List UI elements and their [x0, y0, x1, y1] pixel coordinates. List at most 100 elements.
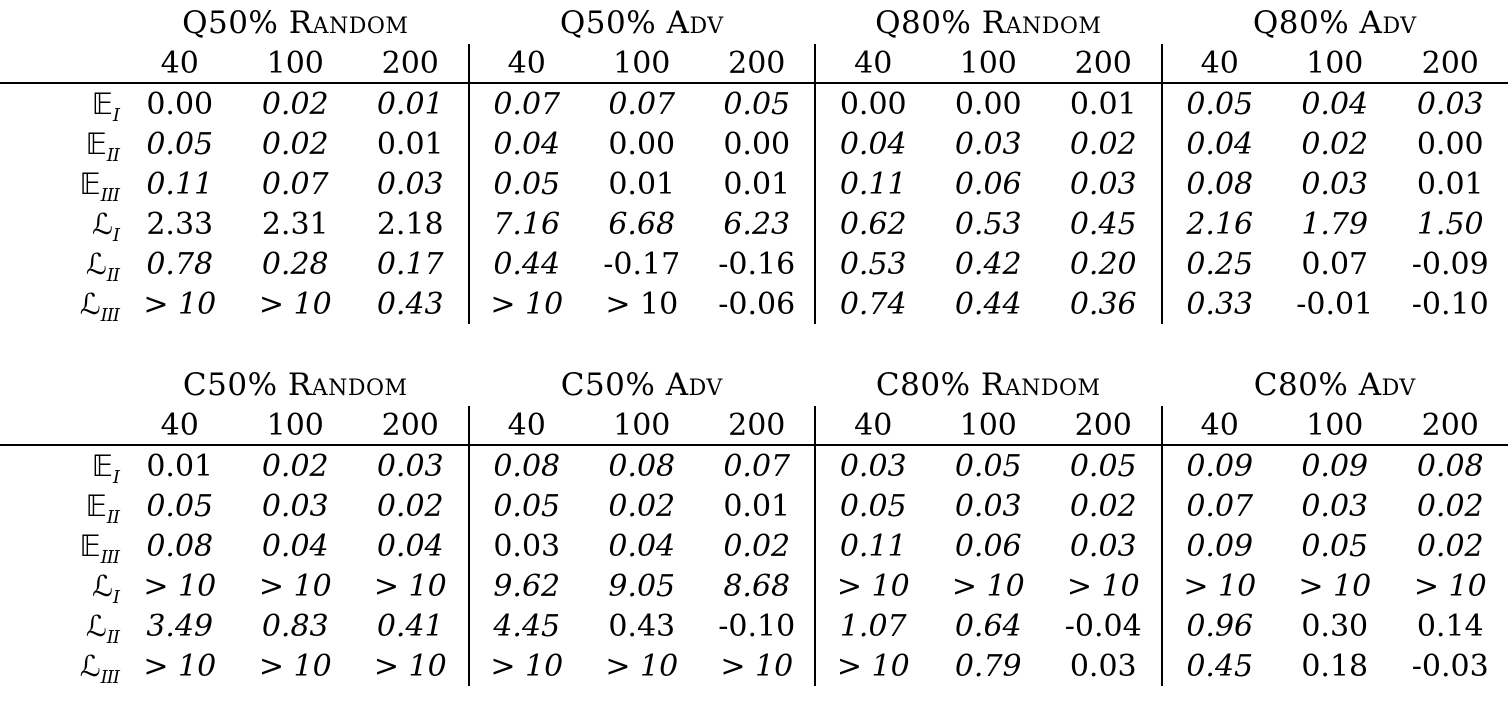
value-cell: 0.53 [839, 246, 907, 282]
col-header: 100 [930, 406, 1046, 446]
value-cell: 0.02 [1416, 488, 1484, 524]
table-row: 𝔼II 0.05 0.03 0.02 0.05 0.02 0.01 0.05 0.03 0.02 0… [0, 486, 1508, 526]
value-cell: 0.05 [699, 83, 816, 124]
col-header: 200 [699, 44, 816, 84]
value-cell: 0.53 [954, 206, 1022, 242]
value-cell: 0.02 [1046, 486, 1163, 526]
blackboard-E-symbol: 𝔼 [79, 528, 101, 563]
value-cell: 9.05 [608, 568, 676, 604]
value-cell: 9.62 [493, 568, 561, 604]
corner-cell [0, 44, 122, 84]
group-title: Q80% Random [875, 5, 1102, 41]
value-cell: 0.01 [608, 166, 676, 202]
value-cell: 0.01 [699, 486, 816, 526]
value-cell: 0.30 [1301, 608, 1369, 644]
table-row: ℒIII > 10 > 10 > 10 > 10 > 10 > 10 > 10 0.79 0.03… [0, 646, 1508, 686]
value-cell: 2.31 [261, 206, 329, 242]
value-cell: 0.07 [608, 86, 676, 122]
row-label-subscript: II [106, 626, 120, 646]
value-cell: 0.09 [1186, 528, 1254, 564]
group-title: C50% Random [182, 367, 408, 403]
col-header: 100 [584, 44, 700, 84]
value-cell: > 10 [258, 568, 332, 604]
value-cell: > 10 [258, 286, 332, 322]
value-cell: > 10 [353, 566, 470, 606]
value-cell: 0.28 [261, 246, 329, 282]
table-row: ℒI > 10 > 10 > 10 9.62 9.05 8.68 > 10 > 10 > 10 > … [0, 566, 1508, 606]
value-cell: > 10 [1183, 568, 1257, 604]
row-label-subscript: I [112, 104, 120, 124]
value-cell: 0.00 [608, 126, 676, 162]
value-cell: 0.62 [839, 206, 907, 242]
group-title-row: C50% Random C50% Adv C80% Random C80% Adv [0, 364, 1508, 406]
value-cell: 0.45 [1186, 648, 1254, 684]
value-cell: > 10 [605, 648, 679, 684]
value-cell: 0.18 [1301, 648, 1369, 684]
value-cell: 0.00 [699, 124, 816, 164]
value-cell: 0.07 [1301, 246, 1369, 282]
group-title-row: Q50% Random Q50% Adv Q80% Random Q80% Adv [0, 2, 1508, 44]
table-q: Q50% Random Q50% Adv Q80% Random Q80% Adv 40… [0, 2, 1508, 324]
row-label-subscript: III [100, 304, 120, 324]
value-cell: 0.00 [1416, 126, 1484, 162]
value-cell: 0.11 [839, 528, 907, 564]
table-row: ℒIII > 10 > 10 0.43 > 10 > 10 -0.06 0.74 0.44 0.3… [0, 284, 1508, 324]
row-label-subscript: II [106, 264, 120, 284]
row-label: 𝔼II [0, 124, 122, 165]
group-title: Q80% Adv [1252, 5, 1417, 41]
value-cell: 0.06 [954, 166, 1022, 202]
value-cell: > 10 [699, 646, 816, 686]
col-header: 40 [468, 406, 584, 446]
col-header: 40 [815, 406, 931, 446]
value-cell: 0.02 [1416, 528, 1484, 564]
value-cell: 0.04 [608, 528, 676, 564]
value-cell: 3.49 [146, 608, 214, 644]
value-cell: 0.02 [1046, 124, 1163, 164]
col-header: 40 [1161, 44, 1277, 84]
table-c: C50% Random C50% Adv C80% Random C80% Adv 40… [0, 364, 1508, 686]
col-header-row: 40 100 200 40 100 200 40 100 200 40 100 200 [0, 406, 1508, 446]
value-cell: 0.08 [493, 448, 561, 484]
row-label: ℒI [0, 566, 122, 607]
row-label-subscript: III [100, 546, 120, 566]
value-cell: 0.05 [146, 488, 214, 524]
value-cell: 0.04 [493, 126, 561, 162]
col-header: 40 [122, 44, 238, 84]
row-label-subscript: I [112, 224, 120, 244]
value-cell: 0.01 [146, 448, 214, 484]
row-label: ℒIII [0, 284, 122, 325]
value-cell: 0.78 [146, 246, 214, 282]
value-cell: 0.04 [353, 526, 470, 566]
value-cell: > 10 [143, 286, 217, 322]
blackboard-E-symbol: 𝔼 [79, 166, 101, 201]
row-label-subscript: II [106, 506, 120, 526]
value-cell: 2.18 [353, 204, 470, 244]
table-row: ℒI 2.33 2.31 2.18 7.16 6.68 6.23 0.62 0.53 0.45 2.… [0, 204, 1508, 244]
blackboard-E-symbol: 𝔼 [91, 448, 113, 483]
script-L-symbol: ℒ [79, 286, 101, 321]
value-cell: 2.16 [1186, 206, 1254, 242]
value-cell: > 10 [1298, 568, 1372, 604]
value-cell: 1.07 [839, 608, 907, 644]
value-cell: > 10 [1046, 566, 1163, 606]
row-label-subscript: III [100, 184, 120, 204]
col-header-row: 40 100 200 40 100 200 40 100 200 40 100 200 [0, 44, 1508, 84]
script-L-symbol: ℒ [85, 246, 107, 281]
value-cell: > 10 [836, 568, 910, 604]
value-cell: -0.01 [1296, 286, 1374, 322]
value-cell: 0.05 [493, 488, 561, 524]
value-cell: 0.05 [146, 126, 214, 162]
value-cell: 0.05 [839, 488, 907, 524]
value-cell: 0.05 [1186, 86, 1254, 122]
value-cell: 0.03 [261, 488, 329, 524]
table-c-grid: C50% Random C50% Adv C80% Random C80% Adv 40… [0, 364, 1508, 686]
value-cell: 0.04 [261, 528, 329, 564]
table-row: 𝔼I 0.00 0.02 0.01 0.07 0.07 0.05 0.00 0.00 0.01 0.… [0, 83, 1508, 124]
value-cell: 0.02 [261, 126, 329, 162]
value-cell: 6.23 [699, 204, 816, 244]
value-cell: 0.03 [1301, 488, 1369, 524]
value-cell: -0.06 [699, 284, 816, 324]
value-cell: 0.04 [1301, 86, 1369, 122]
value-cell: > 10 [353, 646, 470, 686]
value-cell: 0.14 [1416, 608, 1484, 644]
